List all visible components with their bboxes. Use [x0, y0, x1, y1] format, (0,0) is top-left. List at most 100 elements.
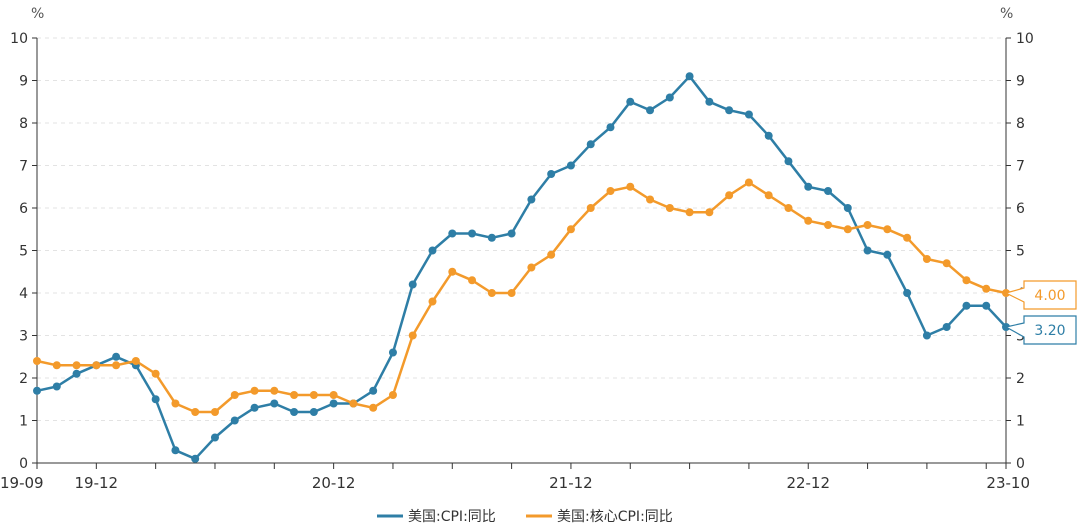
series-2-point: [982, 284, 991, 293]
series-2-point: [824, 221, 833, 229]
series-1-point: [547, 170, 556, 178]
series-1-point: [230, 416, 239, 425]
series-2-point: [646, 195, 655, 204]
series-2-point: [863, 221, 872, 229]
series-1-point: [210, 433, 219, 442]
series-2-point: [349, 399, 358, 408]
end-label-value-2: 4.00: [1034, 288, 1065, 304]
series-2-point: [191, 408, 200, 416]
right-y-tick-label: 10: [1016, 31, 1034, 47]
series-2-point: [210, 408, 219, 416]
series-1-point: [665, 93, 674, 102]
series-1-point: [863, 246, 872, 255]
series-2-point: [705, 208, 714, 217]
series-2-point: [468, 276, 477, 285]
series-2-point: [369, 403, 378, 412]
series-1-point: [171, 446, 180, 455]
series-2-point: [962, 276, 971, 285]
x-tick-label: 23-10: [986, 474, 1030, 492]
series-2-point: [744, 178, 753, 187]
left-y-tick-label: 8: [19, 116, 28, 132]
series-2-point: [487, 289, 496, 297]
series-2-point: [942, 259, 951, 268]
end-label-value-1: 3.20: [1034, 323, 1065, 339]
series-1-point: [942, 323, 951, 331]
series-2-point: [250, 386, 259, 395]
series-2-point: [665, 204, 674, 212]
series-1-point: [448, 229, 457, 238]
right-y-unit: %: [1000, 6, 1013, 22]
series-2-point: [586, 204, 595, 212]
series-1-point: [72, 369, 81, 378]
series-1-point: [507, 229, 516, 238]
series-2-point: [329, 391, 338, 399]
series-1-point: [744, 110, 753, 119]
x-tick-label: 19-12: [75, 474, 119, 492]
right-y-tick-label: 7: [1016, 159, 1025, 175]
series-1-point: [784, 157, 793, 166]
series-1-point: [705, 97, 714, 106]
left-y-tick-label: 2: [19, 371, 28, 387]
series-2-point: [290, 391, 299, 399]
right-y-tick-label: 9: [1016, 74, 1025, 90]
series-1-point: [52, 382, 61, 391]
series-1-point: [527, 195, 536, 204]
x-tick-label: 19-09: [0, 474, 44, 492]
series-1-point: [824, 187, 833, 195]
axes: 001122334455667788991010%%19-0919-1220-1…: [0, 6, 1034, 492]
series-1-point: [922, 331, 931, 340]
series-2-point: [626, 182, 635, 191]
grid-lines: [37, 37, 1006, 421]
series-2-point: [151, 369, 160, 378]
series-1-point: [428, 246, 437, 255]
series-2-point: [685, 208, 694, 217]
series-1-point: [626, 97, 635, 106]
series-2-point: [606, 187, 615, 195]
series-1-point: [33, 386, 41, 395]
left-y-tick-label: 9: [19, 74, 28, 90]
series-1-point: [468, 229, 477, 238]
right-y-tick-label: 6: [1016, 201, 1025, 217]
series-1-point: [606, 123, 615, 132]
right-y-tick-label: 3: [1016, 329, 1025, 345]
series-2-point: [903, 233, 912, 242]
legend-label-1: 美国:CPI:同比: [408, 509, 496, 525]
series-2-point: [527, 263, 536, 272]
series-2-point: [428, 297, 437, 306]
series-1-point: [903, 289, 912, 297]
series-1-point: [982, 301, 991, 310]
series-1-point: [804, 182, 813, 191]
left-y-tick-label: 7: [19, 159, 28, 175]
series-1-point: [191, 454, 200, 463]
series-1-point: [112, 352, 121, 361]
series-2-point: [566, 225, 575, 234]
right-y-tick-label: 2: [1016, 371, 1025, 387]
series-2-point: [408, 331, 417, 340]
series-2-point: [764, 191, 773, 200]
series-1-point: [309, 408, 318, 416]
legend: 美国:CPI:同比 美国:核心CPI:同比: [377, 509, 673, 525]
legend-label-2: 美国:核心CPI:同比: [557, 509, 673, 525]
series-line-1: [36, 75, 1007, 461]
left-y-tick-label: 5: [19, 244, 28, 260]
series-1-point: [290, 408, 299, 416]
right-y-tick-label: 0: [1016, 456, 1025, 472]
series-1-point: [843, 204, 852, 212]
series-2-point: [507, 289, 516, 297]
left-y-tick-label: 6: [19, 201, 28, 217]
left-y-tick-label: 1: [19, 414, 28, 430]
series-2-point: [725, 191, 734, 200]
series-2-point: [547, 250, 556, 259]
series-1-point: [388, 348, 397, 357]
series-1-point: [487, 233, 496, 242]
series-layer: [33, 72, 1010, 463]
series-1-point: [962, 301, 971, 310]
series-1-point: [250, 403, 259, 412]
series-2-point: [33, 357, 41, 365]
series-2-point: [883, 225, 892, 234]
left-y-tick-label: 10: [10, 31, 28, 47]
series-2-point: [804, 216, 813, 225]
series-1-point: [329, 399, 338, 408]
series-1-point: [646, 106, 655, 115]
